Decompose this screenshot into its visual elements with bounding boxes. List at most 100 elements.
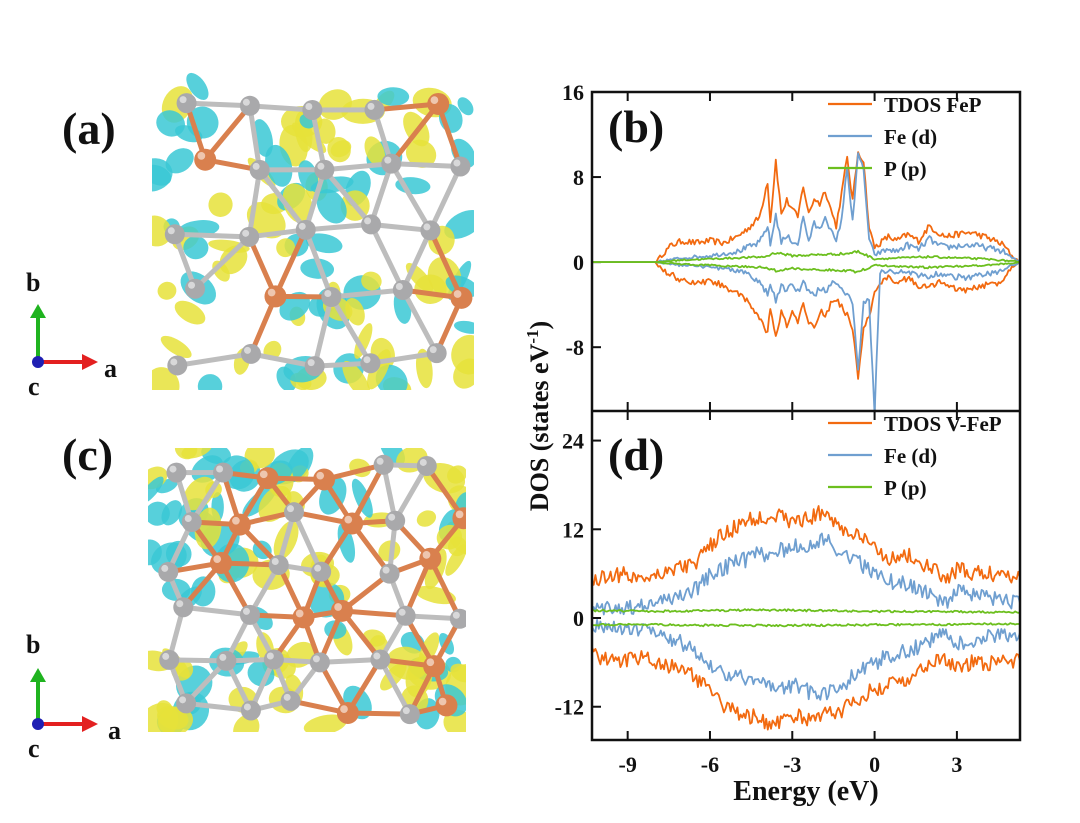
atom-highlight <box>170 358 178 366</box>
atom-highlight <box>423 223 431 231</box>
bond <box>427 556 463 622</box>
axis-letter-c-top: c <box>28 372 40 401</box>
axis-letter-b-top: b <box>26 268 41 297</box>
panel-label-a: (a) <box>62 103 116 154</box>
atom-highlight <box>266 652 274 660</box>
series-line-fe-d-up <box>592 152 1021 264</box>
atom-highlight <box>242 98 250 106</box>
x-axis-label: Energy (eV) <box>733 776 878 807</box>
isosurface-blob <box>457 97 474 116</box>
legend-label: P (p) <box>884 476 927 500</box>
atom-highlight <box>243 346 251 354</box>
atom-highlight <box>388 513 396 521</box>
series-line-p-p-up <box>592 249 1021 264</box>
isosurface-blob <box>197 374 223 390</box>
y-tick-label: 12 <box>562 517 584 542</box>
bond <box>247 103 263 173</box>
series-line-p-p-up <box>591 608 1021 614</box>
bond <box>309 107 327 173</box>
atom-highlight <box>317 162 325 170</box>
atom-highlight <box>384 156 392 164</box>
y-tick-label: -12 <box>555 695 584 720</box>
bond <box>427 163 463 233</box>
bond <box>303 167 327 233</box>
atom-highlight <box>419 458 427 466</box>
atom-highlight <box>455 510 464 519</box>
x-tick-label: -9 <box>619 752 637 777</box>
atom-highlight <box>295 609 304 618</box>
dos-panel-d: -12 0 12 24 -9 -6 -3 0 3 TDOS V-FeP Fe (d) P (p) <box>555 411 1021 777</box>
isosurface-blob <box>181 448 212 459</box>
atom-highlight <box>344 515 353 524</box>
axis-indicator-a <box>30 304 98 370</box>
y-tick-label: 16 <box>562 80 584 105</box>
atom-highlight <box>176 600 184 608</box>
bond <box>174 351 254 368</box>
series-line-tdos-down <box>592 261 1021 380</box>
isosurface-blob <box>165 148 194 174</box>
c-axis-dot-icon <box>32 356 44 368</box>
isosurface-blob <box>148 476 164 505</box>
y-tick-label: 0 <box>573 250 584 275</box>
bond <box>321 167 374 227</box>
atom-highlight <box>161 564 169 572</box>
bond <box>317 657 383 665</box>
series-line-p-p-down <box>591 622 1021 628</box>
atom-highlight <box>453 159 461 167</box>
atom-highlight <box>283 693 291 701</box>
panel-label-d: (d) <box>608 429 664 480</box>
atom-highlight <box>167 227 175 235</box>
plot-frame <box>590 90 1022 742</box>
atom-highlight <box>363 356 371 364</box>
isosurface-blob <box>174 300 206 325</box>
legend-label: Fe (d) <box>884 125 937 149</box>
charge-density-structure-a <box>152 72 474 390</box>
atom-highlight <box>307 359 315 367</box>
isosurface-blob <box>276 238 296 258</box>
isosurface-blob <box>454 320 474 334</box>
axis-indicator-c <box>30 668 98 732</box>
atom-highlight <box>398 608 406 616</box>
atom-highlight <box>197 152 206 160</box>
atom-highlight <box>242 229 250 237</box>
isosurface-blob <box>161 500 183 526</box>
atom-highlight <box>367 102 375 110</box>
isosurface-blob <box>444 210 474 239</box>
atom-highlight <box>382 566 390 574</box>
bond <box>303 227 334 300</box>
isosurface-blob <box>405 139 437 168</box>
bond <box>257 167 309 233</box>
isosurface-blob <box>208 192 233 217</box>
series-line-tdos-down <box>591 646 1021 731</box>
bond <box>435 101 463 169</box>
panel-label-b: (b) <box>608 101 664 152</box>
charge-density-structure-c <box>148 448 466 732</box>
bond <box>202 103 253 163</box>
isosurface-blob <box>152 164 172 186</box>
bond <box>388 161 463 169</box>
isosurface-blob <box>354 323 373 359</box>
atom-highlight <box>314 564 322 572</box>
bond <box>183 700 254 713</box>
bond <box>400 287 440 356</box>
bond <box>368 161 394 227</box>
bond <box>248 351 318 369</box>
atom-highlight <box>252 162 260 170</box>
atom-highlight <box>334 603 342 611</box>
atom-highlight <box>179 696 187 704</box>
series-line-fe-d-down <box>591 619 1021 701</box>
isosurface-blob <box>152 367 180 390</box>
isosurface-blob <box>191 576 216 607</box>
x-tick-label: -6 <box>701 752 719 777</box>
axis-letter-c-bottom: c <box>28 734 40 763</box>
atom-highlight <box>243 703 251 711</box>
bond <box>180 604 253 618</box>
atom-highlight <box>219 653 227 661</box>
isosurface-blob <box>361 271 382 291</box>
series-line-fe-d-down <box>592 261 1021 416</box>
y-tick-label: 8 <box>573 165 584 190</box>
atom-highlight <box>216 465 224 473</box>
bond <box>312 294 334 369</box>
atom-highlight <box>376 457 384 465</box>
bond <box>192 234 252 292</box>
